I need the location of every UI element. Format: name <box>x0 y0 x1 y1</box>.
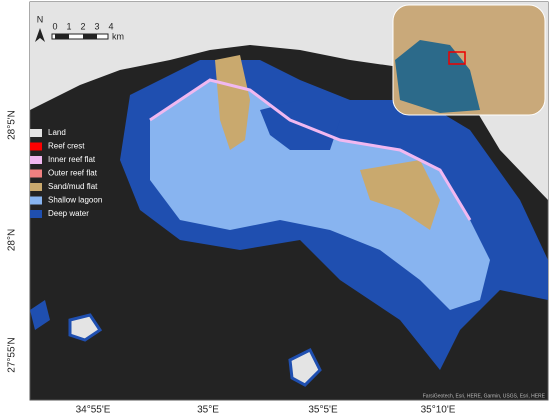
latitude-label: 27°55'N <box>7 337 18 372</box>
scale-segment <box>55 34 69 39</box>
legend-label: Deep water <box>48 209 89 218</box>
latitude-label: 28°5'N <box>7 110 18 140</box>
north-arrow: N <box>35 14 45 42</box>
scale-label: 2 <box>80 21 85 31</box>
legend-swatch <box>30 210 42 218</box>
legend-label: Shallow lagoon <box>48 196 102 205</box>
legend-label: Land <box>48 128 66 137</box>
longitude-label: 35°E <box>197 405 219 416</box>
scale-label: 3 <box>94 21 99 31</box>
longitude-label: 35°10'E <box>421 405 456 416</box>
legend-label: Reef crest <box>48 142 85 151</box>
legend-swatch <box>30 142 42 151</box>
reef-area <box>30 55 548 387</box>
legend-swatch <box>30 183 42 191</box>
legend-swatch <box>30 169 42 178</box>
legend-swatch <box>30 129 42 137</box>
legend-label: Outer reef flat <box>48 169 98 178</box>
legend-swatch <box>30 196 42 205</box>
scale-label: 0 <box>52 21 57 31</box>
latitude-label: 28°N <box>7 229 18 251</box>
legend-label: Sand/mud flat <box>48 182 98 191</box>
scale-label: 4 <box>108 21 113 31</box>
scale-segment <box>83 34 97 39</box>
legend-swatch <box>30 156 42 164</box>
north-label: N <box>37 14 44 24</box>
attribution: FarsiGeotech, Esri, HERE, Garmin, USGS, … <box>423 393 546 399</box>
scale-unit: km <box>112 31 124 41</box>
inset-map <box>392 4 546 116</box>
scale-label: 1 <box>66 21 71 31</box>
legend-label: Inner reef flat <box>48 155 96 164</box>
longitude-label: 35°5'E <box>308 405 338 416</box>
longitude-label: 34°55'E <box>76 405 111 416</box>
scale-bar <box>51 33 109 40</box>
